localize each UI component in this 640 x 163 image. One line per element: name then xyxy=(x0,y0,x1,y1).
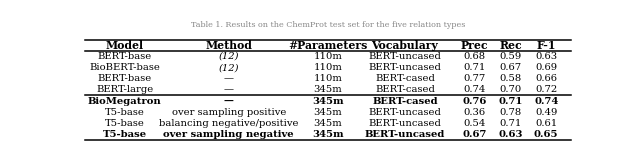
Text: 0.68: 0.68 xyxy=(463,52,485,61)
Text: Prec: Prec xyxy=(461,40,488,51)
Text: (12): (12) xyxy=(218,63,239,72)
Text: 0.78: 0.78 xyxy=(499,108,522,117)
Text: BERT-uncased: BERT-uncased xyxy=(369,108,442,117)
Text: 0.67: 0.67 xyxy=(462,130,486,139)
Text: 110m: 110m xyxy=(314,74,342,83)
Text: Table 1. Results on the ChemProt test set for the five relation types: Table 1. Results on the ChemProt test se… xyxy=(191,22,465,30)
Text: 0.61: 0.61 xyxy=(535,119,557,128)
Text: 345m: 345m xyxy=(312,96,344,105)
Text: F-1: F-1 xyxy=(536,40,556,51)
Text: T5-base: T5-base xyxy=(102,130,147,139)
Text: 0.71: 0.71 xyxy=(499,119,522,128)
Text: 0.63: 0.63 xyxy=(535,52,557,61)
Text: 0.76: 0.76 xyxy=(462,96,486,105)
Text: 345m: 345m xyxy=(314,119,342,128)
Text: BERT-uncased: BERT-uncased xyxy=(369,63,442,72)
Text: BERT-uncased: BERT-uncased xyxy=(369,119,442,128)
Text: over sampling positive: over sampling positive xyxy=(172,108,286,117)
Text: balancing negative/positive: balancing negative/positive xyxy=(159,119,298,128)
Text: BERT-uncased: BERT-uncased xyxy=(365,130,445,139)
Text: T5-base: T5-base xyxy=(105,119,145,128)
Text: BERT-cased: BERT-cased xyxy=(372,96,438,105)
Text: BERT-uncased: BERT-uncased xyxy=(369,52,442,61)
Text: 0.74: 0.74 xyxy=(463,85,486,94)
Text: BERT-large: BERT-large xyxy=(96,85,153,94)
Text: 0.69: 0.69 xyxy=(535,63,557,72)
Text: 0.66: 0.66 xyxy=(535,74,557,83)
Text: BERT-base: BERT-base xyxy=(97,74,152,83)
Text: 0.59: 0.59 xyxy=(499,52,522,61)
Text: 0.71: 0.71 xyxy=(463,63,486,72)
Text: BERT-cased: BERT-cased xyxy=(375,85,435,94)
Text: (12): (12) xyxy=(218,52,239,61)
Text: —: — xyxy=(224,74,234,83)
Text: 0.72: 0.72 xyxy=(535,85,557,94)
Text: BioMegatron: BioMegatron xyxy=(88,96,161,105)
Text: 0.67: 0.67 xyxy=(499,63,522,72)
Text: BERT-base: BERT-base xyxy=(97,52,152,61)
Text: 345m: 345m xyxy=(314,85,342,94)
Text: 0.49: 0.49 xyxy=(535,108,557,117)
Text: —: — xyxy=(224,85,234,94)
Text: —: — xyxy=(224,96,234,105)
Text: 110m: 110m xyxy=(314,52,342,61)
Text: 0.70: 0.70 xyxy=(499,85,522,94)
Text: 345m: 345m xyxy=(314,108,342,117)
Text: BERT-cased: BERT-cased xyxy=(375,74,435,83)
Text: BioBERT-base: BioBERT-base xyxy=(89,63,160,72)
Text: Vocabulary: Vocabulary xyxy=(371,40,438,51)
Text: over sampling negative: over sampling negative xyxy=(163,130,294,139)
Text: 0.63: 0.63 xyxy=(499,130,523,139)
Text: 0.36: 0.36 xyxy=(463,108,485,117)
Text: Rec: Rec xyxy=(499,40,522,51)
Text: 345m: 345m xyxy=(312,130,344,139)
Text: T5-base: T5-base xyxy=(105,108,145,117)
Text: Model: Model xyxy=(106,40,144,51)
Text: Method: Method xyxy=(205,40,252,51)
Text: #Parameters: #Parameters xyxy=(288,40,368,51)
Text: 0.74: 0.74 xyxy=(534,96,559,105)
Text: 0.65: 0.65 xyxy=(534,130,559,139)
Text: 0.58: 0.58 xyxy=(499,74,522,83)
Text: 0.77: 0.77 xyxy=(463,74,486,83)
Text: 110m: 110m xyxy=(314,63,342,72)
Text: 0.71: 0.71 xyxy=(499,96,523,105)
Text: 0.54: 0.54 xyxy=(463,119,486,128)
